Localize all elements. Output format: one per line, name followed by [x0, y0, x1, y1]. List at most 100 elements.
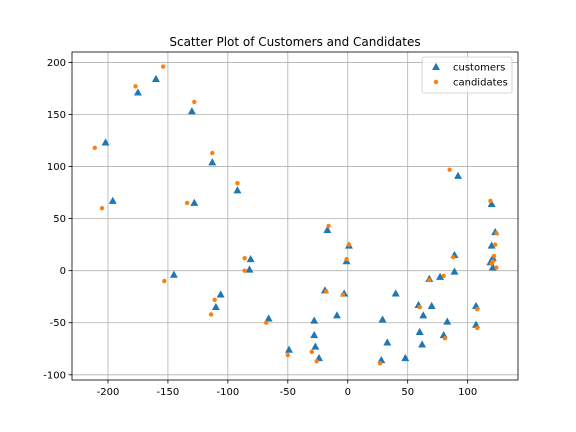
candidates-series [92, 64, 499, 366]
candidates-point [99, 205, 105, 211]
data-points [92, 64, 500, 366]
customers-legend-label: customers [453, 63, 505, 74]
candidates-point [344, 257, 349, 262]
candidates-point [441, 273, 446, 279]
customers-point [311, 342, 320, 350]
customers-point [310, 316, 319, 324]
candidates-point [451, 254, 456, 260]
customers-point [450, 267, 459, 275]
customers-point [245, 265, 254, 273]
customers-point [415, 327, 424, 336]
x-tick-label: -200 [97, 387, 120, 398]
legend-box [421, 56, 513, 94]
x-tick-label: 100 [458, 387, 477, 398]
y-tick-label: -50 [50, 318, 66, 329]
y-tick-label: 0 [60, 266, 66, 277]
candidates-point [208, 312, 214, 317]
plot-frame [71, 51, 519, 381]
chart-title: Scatter Plot of Customers and Candidates [169, 35, 420, 49]
x-tick-label: 50 [401, 387, 414, 398]
y-tick-label: 200 [47, 58, 66, 69]
plot-area [72, 52, 518, 380]
candidates-point [494, 230, 499, 236]
y-tick-label: 100 [47, 162, 66, 173]
candidates-point [285, 352, 291, 358]
customers-point [151, 74, 160, 83]
candidates-point [314, 359, 319, 364]
candidates-point [494, 265, 499, 270]
customers-point [208, 158, 217, 166]
customers-point [487, 199, 496, 207]
candidates-point [490, 259, 496, 264]
candidates-point [235, 181, 240, 186]
candidates-point [133, 84, 138, 89]
customers-point [401, 353, 410, 362]
customers-point [264, 314, 273, 322]
legend: customers candidates [421, 56, 513, 94]
y-tick-label: 50 [53, 214, 66, 225]
y-tick-label: -100 [43, 370, 66, 381]
customers-point [216, 290, 225, 298]
x-tick-label: -150 [157, 387, 180, 398]
candidates-legend-marker [433, 79, 439, 85]
customers-point [190, 198, 199, 206]
customers-point [383, 338, 392, 346]
customers-point [436, 272, 445, 280]
customers-point [419, 311, 428, 319]
customers-point [332, 311, 341, 319]
candidates-point [488, 198, 493, 204]
customers-point [323, 225, 332, 233]
candidates-point [475, 306, 480, 312]
candidates-point [340, 292, 346, 297]
x-tick-label: -50 [280, 387, 296, 398]
customers-point [418, 340, 427, 348]
grid-lines [72, 52, 518, 380]
candidates-point [92, 145, 97, 150]
customers-point [101, 138, 110, 146]
candidates-point [210, 150, 215, 156]
candidates-legend-label: candidates [453, 78, 508, 89]
candidates-point [493, 242, 498, 247]
candidates-point [417, 304, 422, 310]
candidates-point [162, 278, 167, 284]
candidates-point [491, 253, 497, 259]
candidates-point [184, 200, 190, 206]
customers-point [187, 107, 196, 115]
candidates-point [442, 336, 448, 341]
candidates-point [346, 242, 352, 247]
candidates-point [264, 320, 269, 325]
candidates-point [309, 349, 314, 355]
candidates-point [212, 297, 217, 303]
candidates-point [192, 99, 197, 105]
x-tick-label: 0 [345, 387, 351, 398]
candidates-point [323, 289, 329, 294]
candidates-point [475, 325, 480, 331]
customers-point [285, 345, 293, 353]
customers-point [169, 270, 178, 278]
customers-point [454, 171, 463, 179]
candidates-point [447, 167, 452, 172]
customers-point [133, 88, 142, 96]
customers-point [211, 302, 220, 311]
candidates-point [242, 255, 247, 261]
candidates-point [377, 361, 383, 366]
x-tick-label: -100 [217, 387, 240, 398]
candidates-point [427, 277, 432, 283]
candidates-point [326, 223, 331, 229]
customers-point [487, 241, 496, 249]
y-axis: -100 -50 0 50 100 150 200 [43, 58, 72, 381]
customers-point [427, 301, 436, 310]
customers-point [443, 317, 452, 325]
y-tick-label: 150 [47, 110, 66, 121]
customers-point [246, 255, 255, 263]
customers-point [391, 289, 400, 297]
customers-point [233, 186, 242, 194]
customers-point [108, 196, 117, 204]
candidates-point [160, 64, 166, 69]
x-axis: -200 -150 -100 -50 0 50 100 [97, 380, 477, 398]
candidates-point [242, 268, 247, 273]
customers-legend-marker [432, 62, 440, 70]
customers-point [310, 331, 319, 339]
customers-point [378, 315, 387, 323]
